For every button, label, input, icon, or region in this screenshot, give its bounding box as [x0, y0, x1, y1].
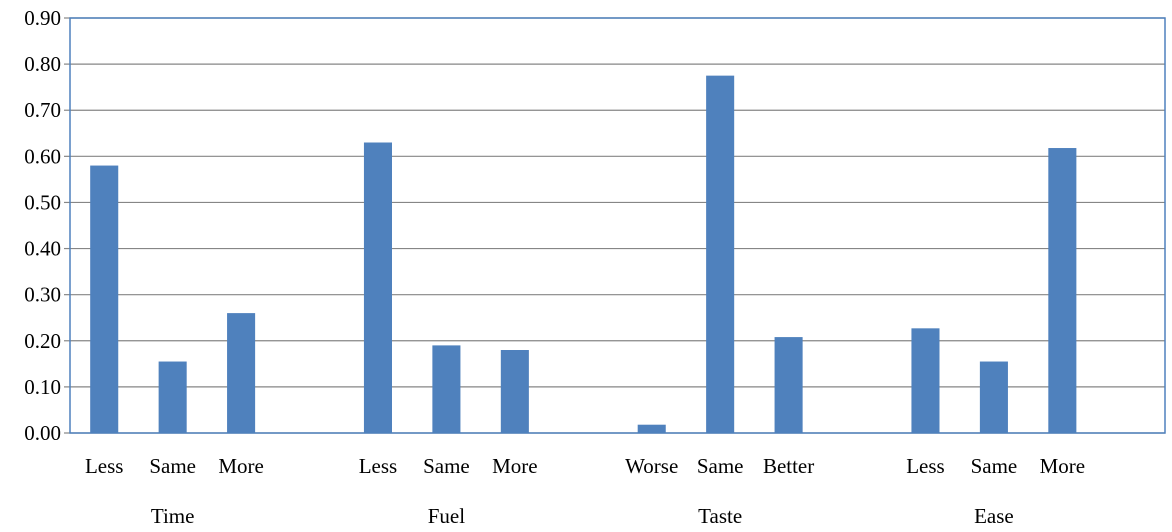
bar-taste-worse	[637, 424, 666, 433]
category-label: Same	[149, 454, 196, 478]
x-axis-labels: Less Same More Time Less Same More Fuel Worse Sam…	[85, 454, 1085, 528]
y-tick-label: 0.40	[24, 237, 61, 261]
category-label: More	[218, 454, 264, 478]
bar-ease-more	[1048, 148, 1077, 434]
category-label: Worse	[625, 454, 678, 478]
category-label: Better	[763, 454, 814, 478]
group-label: Time	[151, 504, 195, 528]
y-tick-label: 0.90	[24, 6, 61, 30]
bar-time-more	[227, 313, 256, 433]
y-tick-label: 0.20	[24, 329, 61, 353]
y-tick-label: 0.30	[24, 283, 61, 307]
bar-time-less	[90, 165, 119, 434]
bar-time-same	[158, 361, 187, 433]
bar-fuel-more	[500, 350, 529, 433]
bar-ease-same	[979, 361, 1008, 433]
category-label: Less	[359, 454, 398, 478]
y-tick-label: 0.80	[24, 52, 61, 76]
bar-fuel-same	[432, 345, 461, 433]
group-label: Taste	[698, 504, 742, 528]
y-axis: 0.00 0.10 0.20 0.30 0.40 0.50 0.60 0.70 0.80 0.90	[24, 6, 70, 445]
bar-taste-same	[706, 75, 735, 433]
y-tick-label: 0.10	[24, 375, 61, 399]
category-label: Same	[971, 454, 1018, 478]
category-label: More	[1040, 454, 1086, 478]
group-label: Fuel	[428, 504, 466, 528]
y-tick-label: 0.50	[24, 190, 61, 214]
bar-fuel-less	[363, 142, 392, 433]
y-tick-label: 0.70	[24, 98, 61, 122]
group-label: Ease	[974, 504, 1014, 528]
category-label: Same	[423, 454, 470, 478]
y-tick-label: 0.00	[24, 421, 61, 445]
plot-frame	[69, 17, 1166, 434]
category-label: Less	[85, 454, 124, 478]
y-tick-label: 0.60	[24, 144, 61, 168]
category-label: Same	[697, 454, 744, 478]
category-label: More	[492, 454, 538, 478]
bar-ease-less	[911, 328, 940, 433]
category-label: Less	[906, 454, 945, 478]
bars	[90, 75, 1077, 434]
bar-taste-better	[774, 337, 803, 433]
